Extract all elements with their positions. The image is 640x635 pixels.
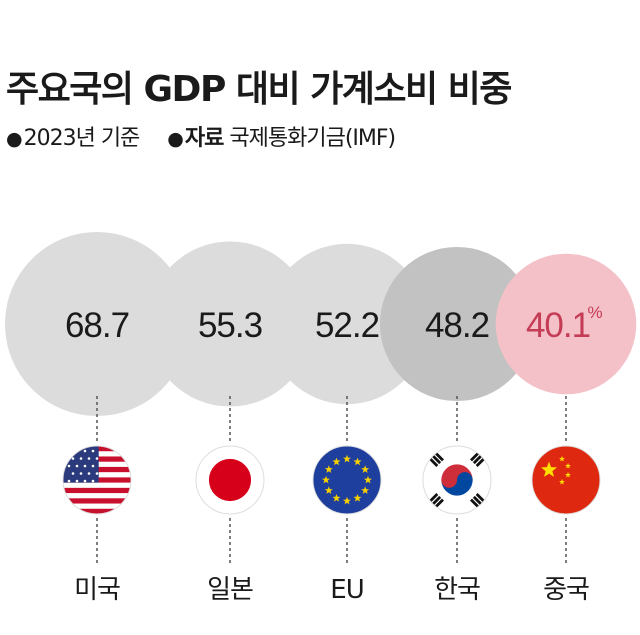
korea-flag-icon xyxy=(422,445,492,515)
us-flag-icon xyxy=(62,445,132,515)
value-label-3: 52.2 xyxy=(315,306,379,345)
value-label-5: 40.1 xyxy=(526,306,590,345)
bubble-5 xyxy=(495,253,637,395)
chart-meta: ●2023년 기준 ●자료 국제통화기금(IMF) xyxy=(6,120,417,152)
category-label-5: 중국 xyxy=(543,575,589,605)
category-label-3: EU xyxy=(330,575,363,605)
year-note: ●2023년 기준 xyxy=(6,126,140,151)
eu-flag-icon xyxy=(312,445,382,515)
value-label-1: 68.7 xyxy=(65,306,129,345)
category-label-2: 일본 xyxy=(207,575,253,605)
category-label-1: 미국 xyxy=(74,575,120,605)
bubble-4 xyxy=(379,246,535,402)
page-title: 주요국의 GDP 대비 가계소비 비중 xyxy=(6,69,512,110)
bubble-2 xyxy=(147,241,313,407)
source-note: ●자료 국제통화기금(IMF) xyxy=(167,126,396,151)
japan-flag-icon xyxy=(195,445,265,515)
unit-label: % xyxy=(587,303,602,322)
value-label-4: 48.2 xyxy=(425,306,489,345)
china-flag-icon xyxy=(531,445,601,515)
category-label-4: 한국 xyxy=(434,575,480,605)
bubble-3 xyxy=(266,243,428,405)
value-label-2: 55.3 xyxy=(198,306,262,345)
bubble-1 xyxy=(5,232,189,416)
